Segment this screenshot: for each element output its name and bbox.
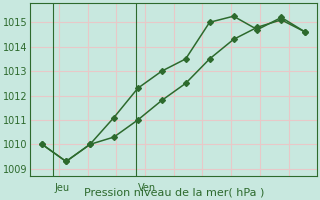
Text: Ven: Ven <box>138 183 156 193</box>
Text: Jeu: Jeu <box>54 183 69 193</box>
X-axis label: Pression niveau de la mer( hPa ): Pression niveau de la mer( hPa ) <box>84 187 264 197</box>
